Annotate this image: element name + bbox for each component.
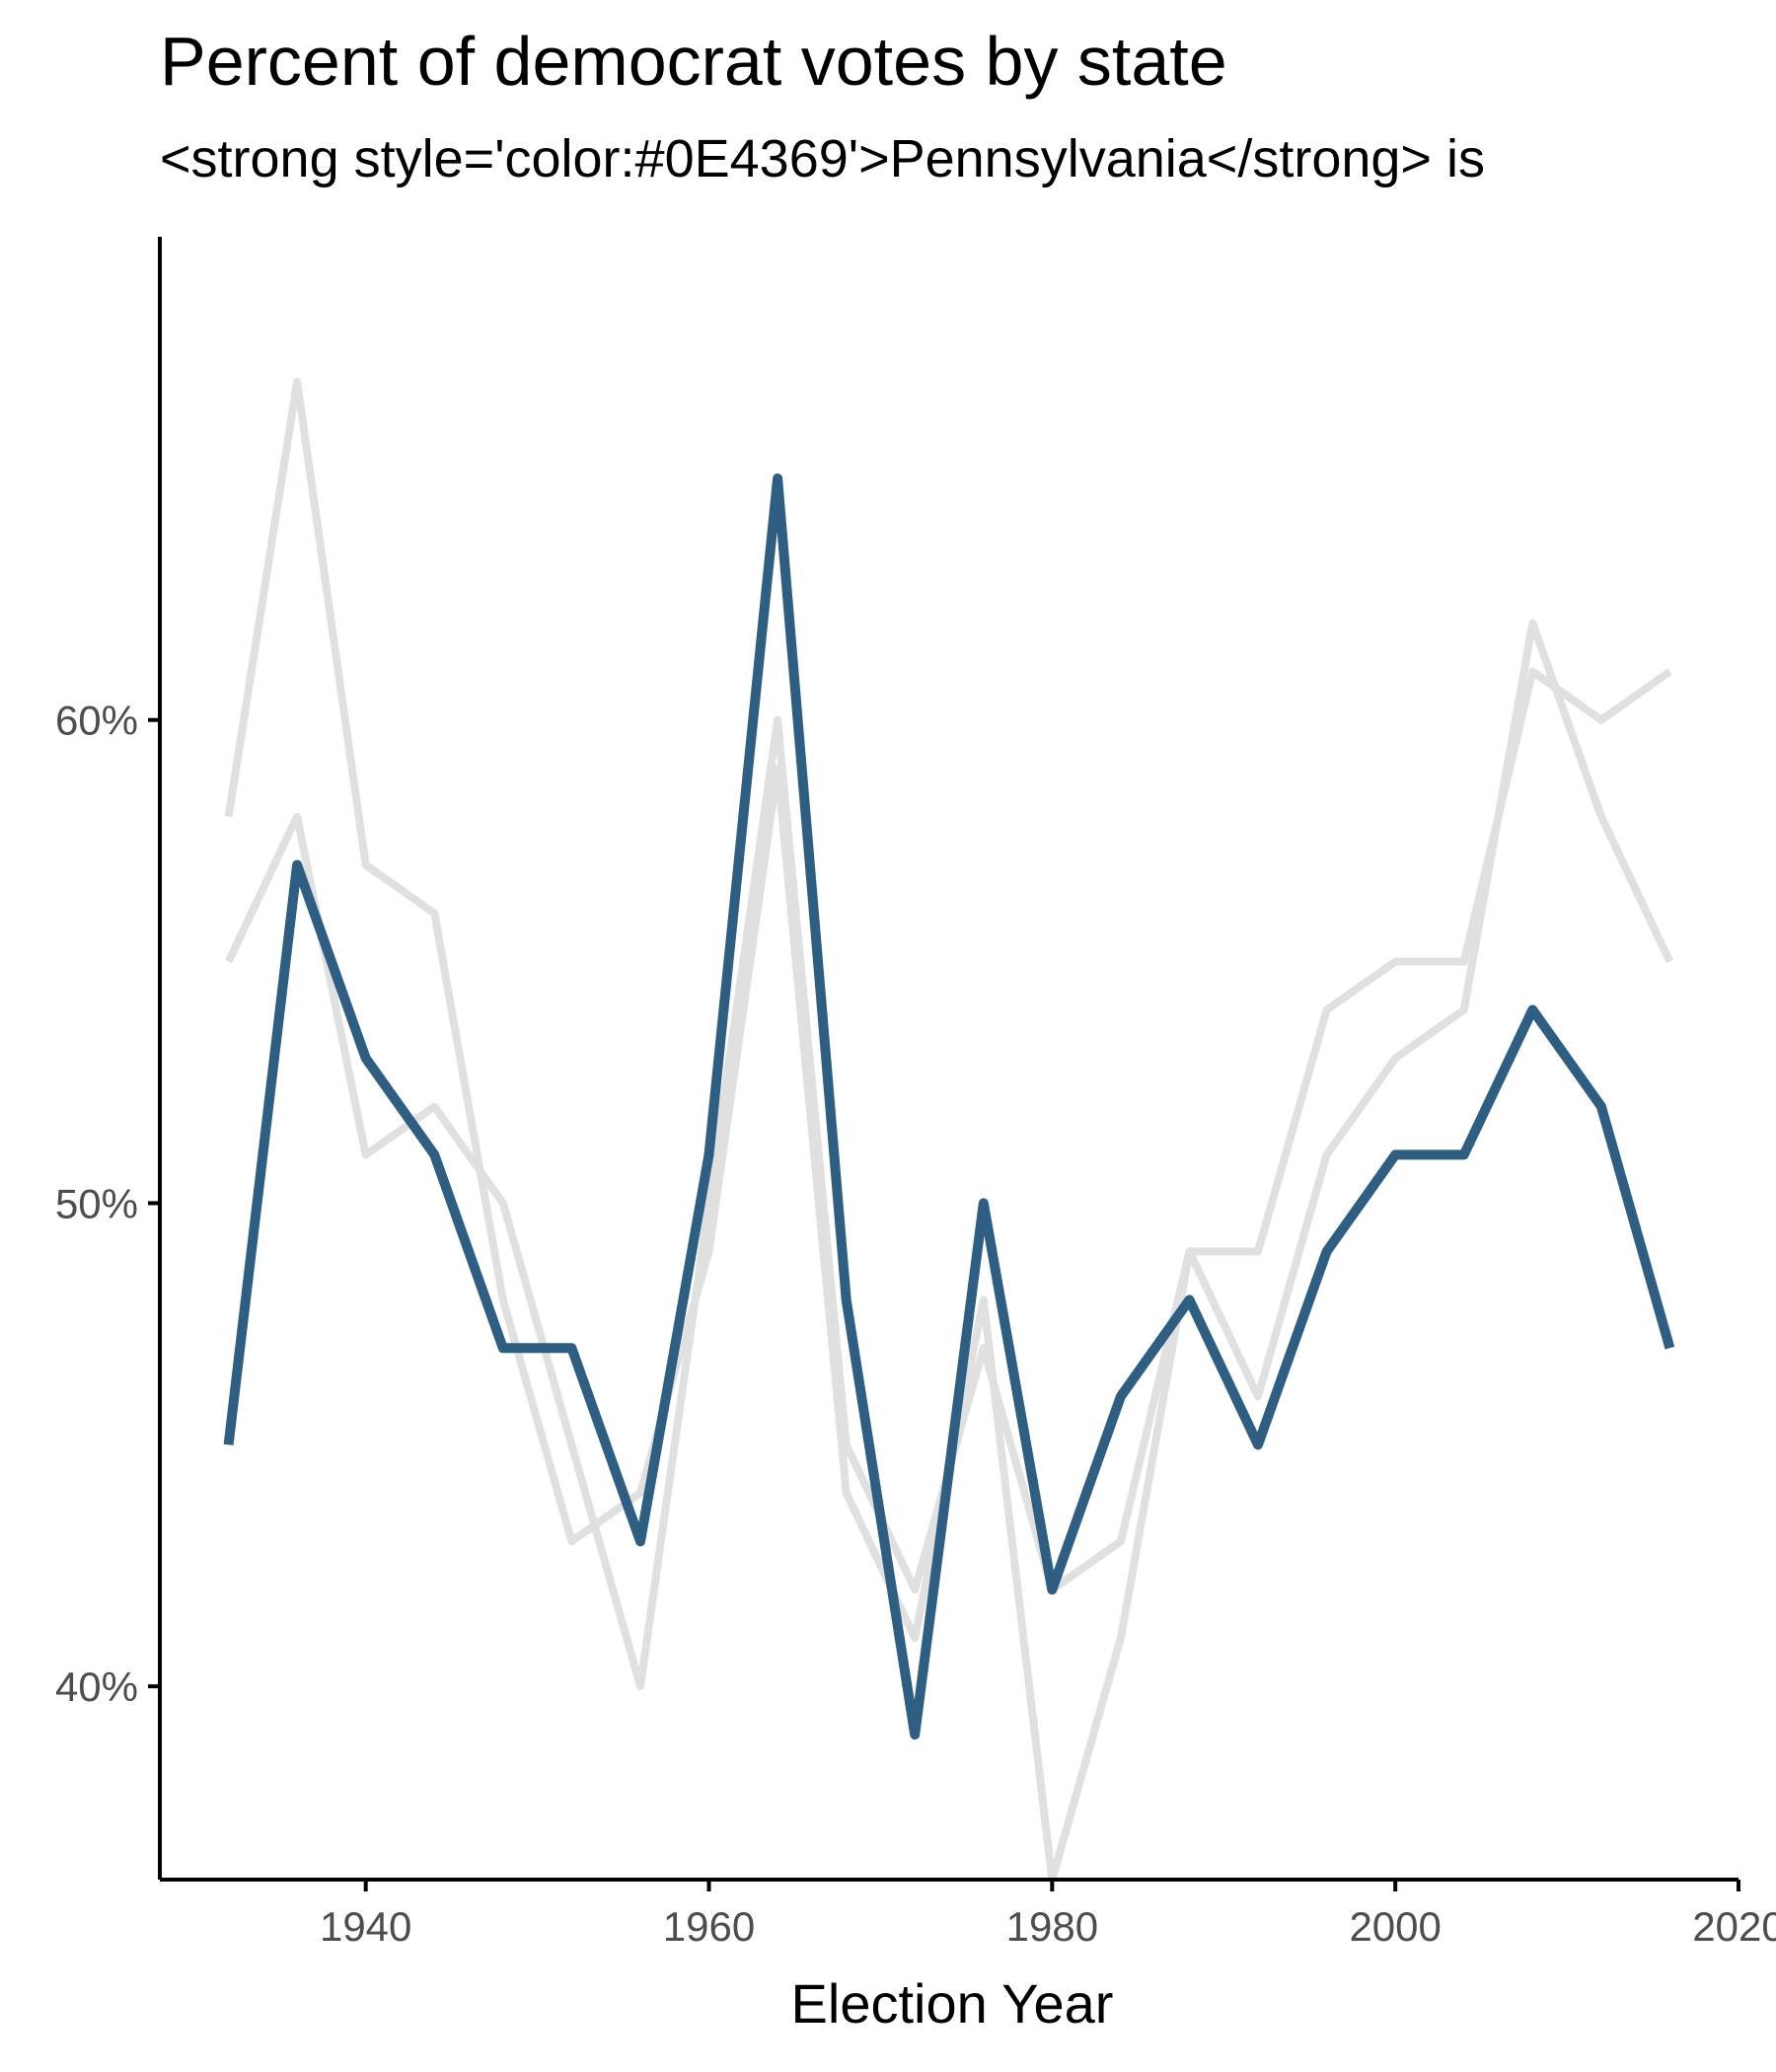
y-tick-label: 40%: [55, 1664, 138, 1710]
x-tick-label: 1980: [1006, 1903, 1098, 1950]
highlight-series-lines: [223, 473, 1675, 1740]
x-axis-title: Election Year: [791, 1972, 1114, 2035]
x-tick-label: 1960: [663, 1903, 755, 1950]
chart-title: Percent of democrat votes by state: [160, 23, 1227, 100]
x-axis-ticks: 1940 1960 1980 2000 2020: [320, 1880, 1776, 1950]
x-tick-label: 2000: [1349, 1903, 1441, 1950]
y-tick-label: 50%: [55, 1180, 138, 1226]
y-axis-ticks: 40% 50% 60%: [55, 698, 160, 1710]
series-line-1: [224, 377, 1672, 1884]
x-tick-label: 2020: [1692, 1903, 1776, 1950]
x-tick-label: 1940: [320, 1903, 411, 1950]
y-tick-label: 60%: [55, 698, 138, 744]
series-line-pennsylvania: [223, 473, 1675, 1740]
background-series-lines: [224, 377, 1674, 1884]
chart-subtitle: <strong style='color:#0E4369'>Pennsylvan…: [160, 129, 1485, 188]
